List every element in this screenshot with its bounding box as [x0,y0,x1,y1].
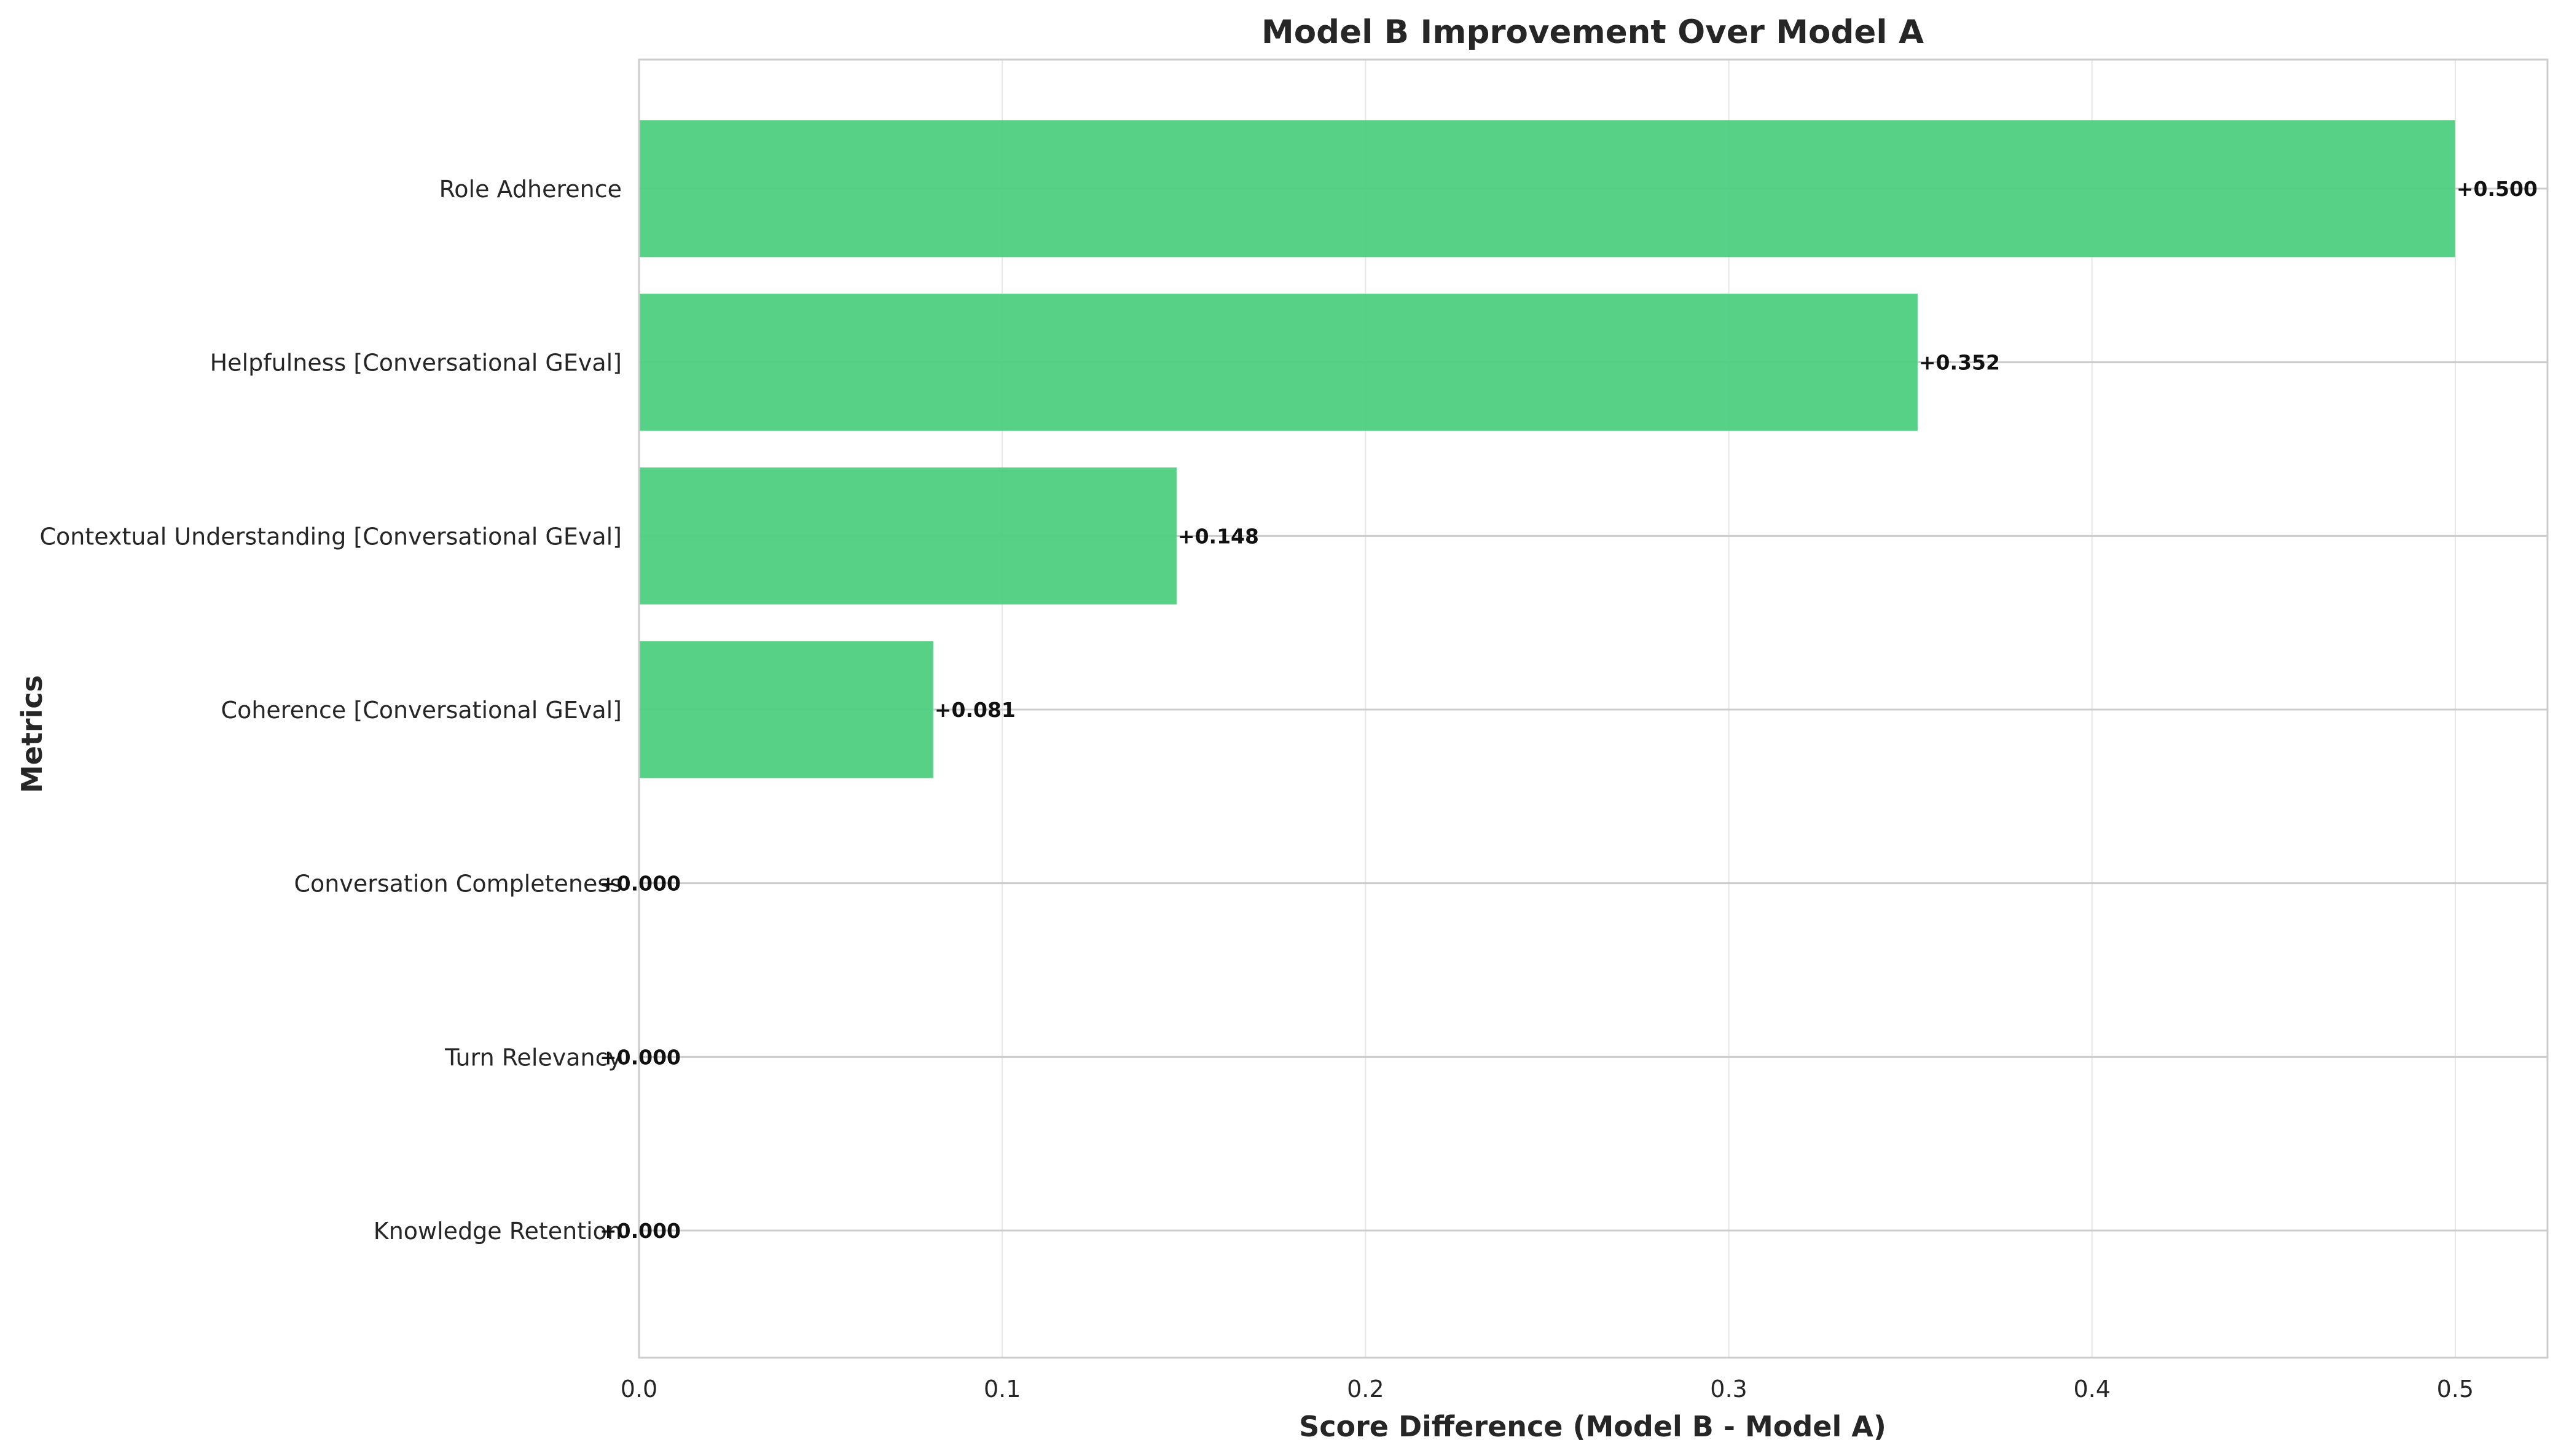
bar [639,467,1177,605]
x-tick-label: 0.1 [984,1376,1021,1403]
x-tick-label: 0.5 [2437,1376,2474,1403]
value-label: +0.500 [2457,177,2538,201]
bar [639,641,933,778]
x-tick-label: 0.2 [1347,1376,1384,1403]
x-tick-label: 0.4 [2073,1376,2110,1403]
x-tick-label: 0.0 [621,1376,657,1403]
chart-title: Model B Improvement Over Model A [1261,14,1924,51]
y-tick-label: Coherence [Conversational GEval] [221,697,622,724]
y-tick-label: Conversation Completeness [294,871,622,898]
y-tick-label: Knowledge Retention [374,1218,622,1245]
y-tick-label: Contextual Understanding [Conversational… [39,523,622,550]
y-tick-label: Role Adherence [439,176,622,203]
value-label: +0.000 [600,1045,681,1069]
y-tick-label: Turn Relevancy [444,1044,622,1071]
bars [639,120,2455,778]
y-axis-label: Metrics [15,675,49,793]
value-label: +0.000 [600,872,681,896]
plot-frame [638,58,2549,1359]
tick-labels: 0.0 0.1 0.2 0.3 0.4 0.5 Role Adherence Helpfuln… [39,176,2474,1403]
value-label: +0.000 [600,1219,681,1243]
value-labels: +0.500 +0.352 +0.148 +0.081 +0.000 +0.000 +0.0… [600,177,2538,1243]
y-tick-label: Helpfulness [Conversational GEval] [210,350,622,377]
value-label: +0.352 [1919,351,2000,375]
value-label: +0.081 [935,698,1016,722]
x-tick-label: 0.3 [1710,1376,1747,1403]
bar [639,294,1918,431]
bar [639,120,2455,257]
value-label: +0.148 [1178,524,1259,548]
x-axis-label: Score Difference (Model B - Model A) [1299,1410,1886,1443]
